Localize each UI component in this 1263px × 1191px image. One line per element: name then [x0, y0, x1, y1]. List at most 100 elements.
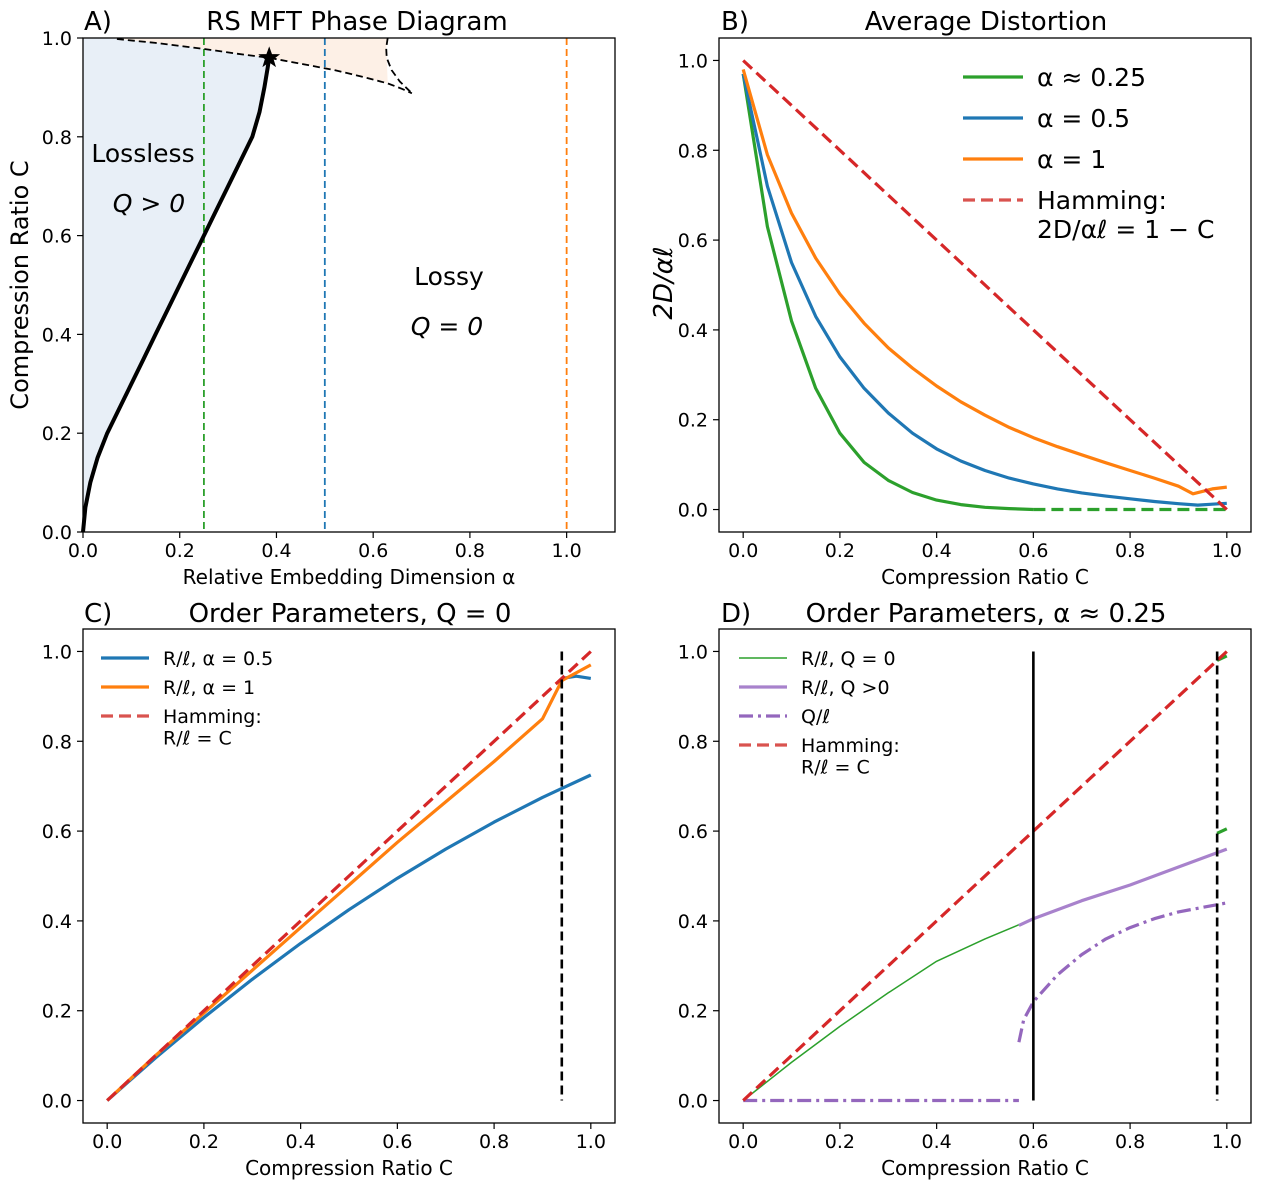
y-tick-label: 0.0: [42, 522, 72, 544]
x-tick-label: 0.4: [261, 540, 291, 562]
axis-ticks: 0.0 0.2 0.4 0.6 0.8 1.0 0.0 0.2 0.4 0.6 0.8 1.0: [42, 28, 582, 562]
order-parameter-series: [742, 650, 1228, 1103]
x-tick-label: 0.6: [382, 1131, 412, 1153]
x-tick-label: 0.2: [189, 1131, 219, 1153]
region-label-lossy: Lossy: [414, 262, 484, 291]
coexistence-region: [116, 38, 388, 84]
legend-label: α = 1: [1037, 145, 1106, 174]
y-tick-label: 0.2: [678, 410, 708, 432]
x-tick-label: 0.6: [1018, 540, 1048, 562]
x-tick-label: 0.8: [479, 1131, 509, 1153]
y-tick-label: 1.0: [678, 50, 708, 72]
y-tick-label: 0.4: [678, 320, 708, 342]
x-tick-label: 0.8: [455, 540, 485, 562]
x-tick-label: 0.2: [825, 540, 855, 562]
phase-region-fills: [83, 38, 388, 532]
series-line: [742, 59, 1228, 511]
x-tick-label: 0.8: [1115, 540, 1145, 562]
legend: α ≈ 0.25 α = 0.5 α = 1 Hamming:2D/αℓ = 1 − …: [963, 63, 1214, 244]
legend-label: Q/ℓ: [801, 706, 830, 728]
y-tick-label: 0.8: [42, 127, 72, 149]
lossless-region-overlay: [83, 38, 270, 532]
x-tick-label: 0.4: [922, 1131, 952, 1153]
x-tick-label: 1.0: [576, 1131, 606, 1153]
y-tick-label: 0.2: [42, 423, 72, 445]
chart-title: Order Parameters, Q = 0: [189, 599, 512, 629]
panel-label: B): [721, 7, 749, 37]
x-tick-label: 0.6: [358, 540, 388, 562]
series-line: [1017, 901, 1228, 1043]
plot-frame: [718, 37, 1252, 533]
legend-label: R/ℓ, Q = 0: [801, 648, 896, 670]
phase-boundary: [81, 57, 272, 533]
plot-frame: [82, 628, 616, 1124]
region-label-lossless-q: Q > 0: [113, 189, 185, 218]
legend-label: α ≈ 0.25: [1037, 63, 1146, 92]
x-tick-label: 0.0: [68, 540, 98, 562]
critical-point-star: [258, 46, 281, 68]
x-tick-label: 1.0: [1212, 1131, 1242, 1153]
series-line: [106, 650, 592, 1102]
axis-ticks: 0.0 0.2 0.4 0.6 0.8 1.0 0.0 0.2 0.4 0.6 0.8 1.0: [678, 50, 1242, 562]
legend-label: R/ℓ = C: [163, 728, 232, 750]
y-tick-label: 1.0: [678, 641, 708, 663]
series-line: [1216, 827, 1228, 835]
series-line: [742, 650, 1228, 1102]
legend-label: Hamming:: [1037, 186, 1167, 215]
panel-a: 0.0 0.2 0.4 0.6 0.8 1.00.00.20.40.60.81.0 A) …: [6, 7, 616, 589]
axis-ticks: 0.0 0.2 0.4 0.6 0.8 1.0 0.0 0.2 0.4 0.6 0.8 1.0: [42, 641, 606, 1153]
spinodal-boundary: [385, 37, 413, 94]
y-tick-label: 0.6: [42, 821, 72, 843]
y-tick-label: 1.0: [42, 641, 72, 663]
x-tick-label: 1.0: [552, 540, 582, 562]
y-tick-label: 0.2: [678, 1001, 708, 1023]
series-line: [741, 68, 1227, 496]
x-tick-label: 1.0: [1212, 540, 1242, 562]
y-tick-label: 0.8: [678, 731, 708, 753]
x-axis-label: Relative Embedding Dimension α: [183, 565, 516, 589]
y-tick-label: 0.4: [42, 324, 72, 346]
plot-frame: [718, 628, 1252, 1124]
y-tick-label: 0.4: [678, 911, 708, 933]
panel-label: D): [721, 599, 751, 629]
y-tick-label: 0.6: [678, 230, 708, 252]
y-axis-label: 2D/αℓ: [649, 246, 679, 319]
x-tick-label: 0.0: [728, 540, 758, 562]
x-tick-label: 0.8: [1115, 1131, 1145, 1153]
panel-label: C): [84, 599, 112, 629]
x-tick-label: 0.6: [1018, 1131, 1048, 1153]
legend-label: α = 0.5: [1037, 104, 1130, 133]
chart-title: Order Parameters, α ≈ 0.25: [806, 599, 1167, 629]
panel-c: 0.0 0.2 0.4 0.6 0.8 1.00.00.20.40.60.81.0 C) …: [42, 599, 616, 1180]
chart-title: Average Distortion: [865, 7, 1107, 37]
plot-frame: [82, 37, 616, 533]
legend-label: 2D/αℓ = 1 − C: [1037, 215, 1214, 244]
panel-d: 0.0 0.2 0.4 0.6 0.8 1.00.00.20.40.60.81.0 D) …: [678, 599, 1252, 1180]
x-tick-label: 0.2: [165, 540, 195, 562]
panel-b: 0.0 0.2 0.4 0.6 0.8 1.00.00.20.40.60.81.0 B) …: [649, 7, 1252, 589]
x-axis-label: Compression Ratio C: [881, 565, 1089, 589]
series-line: [741, 73, 1034, 512]
y-tick-label: 0.0: [678, 1091, 708, 1113]
x-axis-label: Compression Ratio C: [245, 1156, 453, 1180]
spinodal-boundary: [116, 38, 413, 95]
y-tick-label: 0.4: [42, 911, 72, 933]
x-tick-label: 0.2: [825, 1131, 855, 1153]
region-label-lossless: Lossless: [91, 139, 194, 168]
y-tick-label: 0.6: [42, 226, 72, 248]
x-tick-label: 0.4: [286, 1131, 316, 1153]
y-tick-label: 0.0: [42, 1091, 72, 1113]
axis-ticks: 0.0 0.2 0.4 0.6 0.8 1.0 0.0 0.2 0.4 0.6 0.8 1.0: [678, 641, 1242, 1153]
y-tick-label: 0.8: [678, 140, 708, 162]
distortion-series: [741, 59, 1228, 512]
legend-label: R/ℓ, α = 1: [163, 677, 255, 699]
legend: R/ℓ, Q = 0 R/ℓ, Q >0 Q/ℓ Hamming:R/ℓ = C: [739, 648, 900, 779]
legend-label: Hamming:: [801, 735, 900, 757]
legend-label: R/ℓ = C: [801, 757, 870, 779]
legend-label: R/ℓ, Q >0: [801, 677, 890, 699]
series-line: [106, 773, 592, 1102]
y-tick-label: 0.8: [42, 731, 72, 753]
series-line: [741, 73, 1227, 507]
x-tick-label: 0.4: [922, 540, 952, 562]
